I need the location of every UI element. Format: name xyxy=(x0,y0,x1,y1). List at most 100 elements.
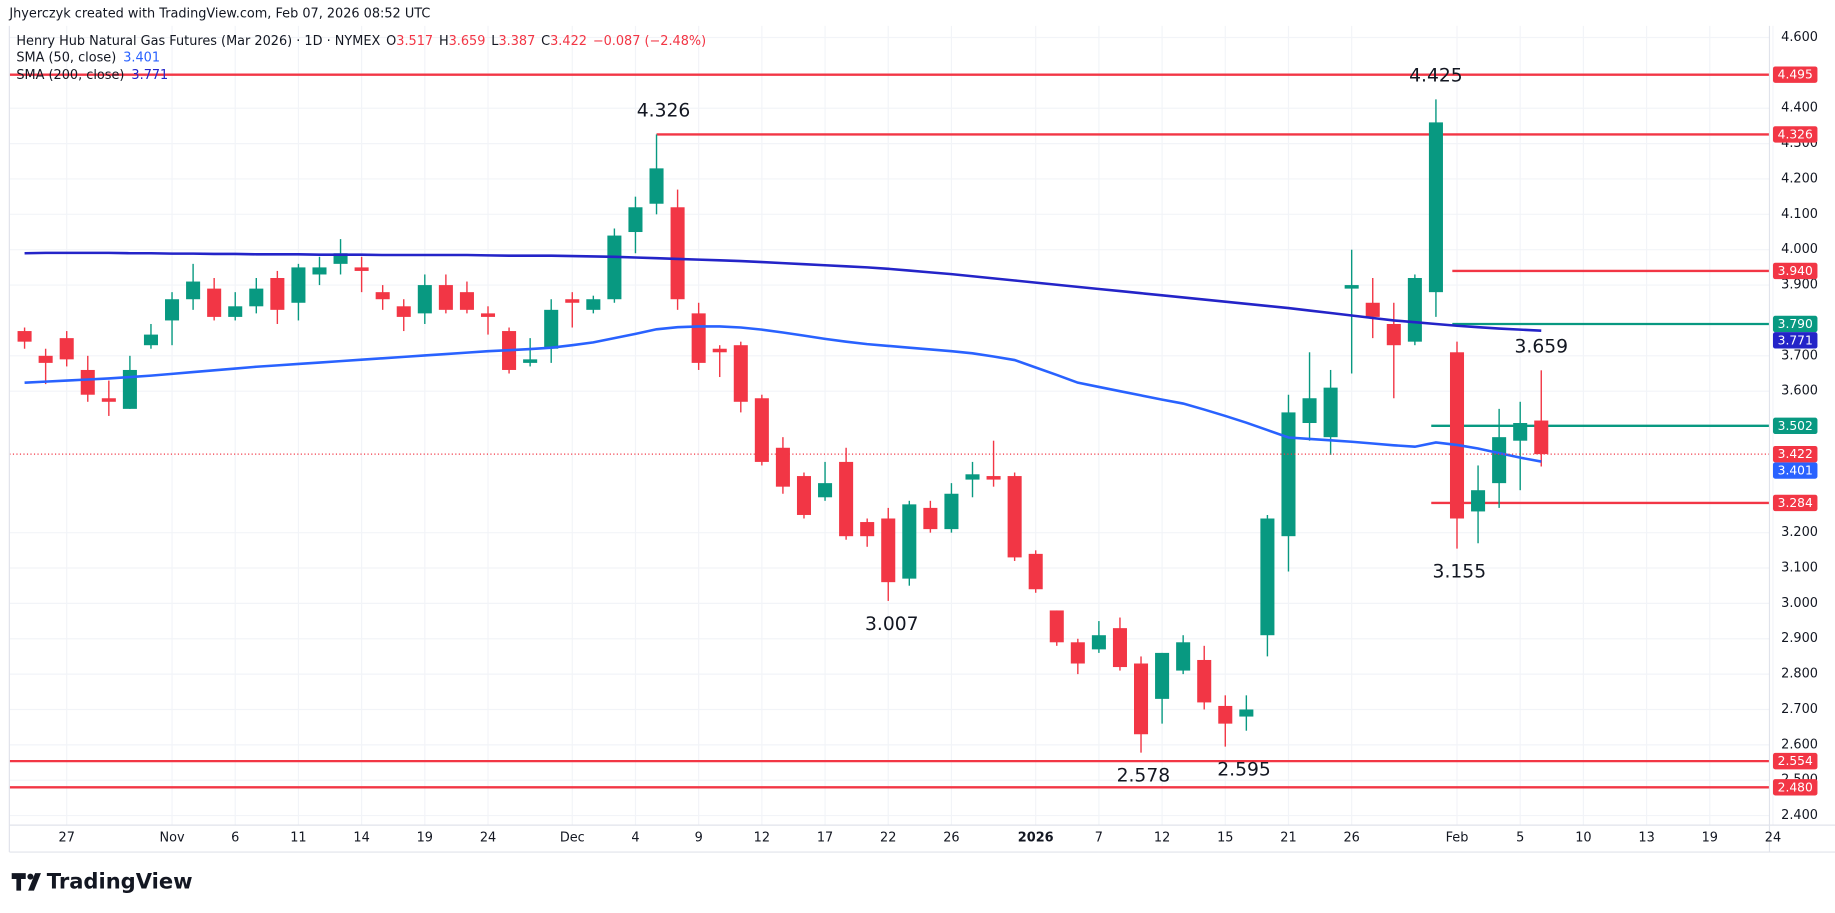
price-box xyxy=(1772,66,1818,83)
candle-body xyxy=(165,299,180,321)
x-tick-label: 22 xyxy=(880,831,896,846)
y-tick-label: 3.600 xyxy=(1781,384,1818,399)
candle-body xyxy=(1176,642,1191,671)
candle-body xyxy=(607,235,622,300)
candle-body xyxy=(649,168,664,204)
candle-body xyxy=(839,461,854,537)
y-tick-label: 2.900 xyxy=(1781,631,1818,646)
x-tick-label: 6 xyxy=(231,831,239,846)
y-tick-label: 3.900 xyxy=(1781,278,1818,293)
ohlc-value: 3.517 xyxy=(396,34,433,49)
x-tick-label: 24 xyxy=(1765,831,1781,846)
price-box-label: 3.771 xyxy=(1778,333,1813,347)
credit: Jhyerczyk created with TradingView.com, … xyxy=(8,7,430,22)
axes: 4.6004.4004.3004.2004.1004.0003.9003.700… xyxy=(8,25,1835,853)
y-tick-label: 3.200 xyxy=(1781,525,1818,540)
candle-body xyxy=(1302,398,1317,424)
candle-body xyxy=(775,447,790,487)
x-tick-label: 4 xyxy=(631,831,639,846)
candle-body xyxy=(733,345,748,402)
price-box xyxy=(1772,462,1818,479)
candle-body xyxy=(1344,285,1359,289)
candle-body xyxy=(1534,420,1549,455)
legend-value: 3.771 xyxy=(131,67,168,82)
candle-body xyxy=(417,285,432,314)
price-box xyxy=(1772,779,1818,796)
candle-body xyxy=(1281,412,1296,537)
ohlc-letter: C xyxy=(541,34,550,49)
x-tick-label: 26 xyxy=(943,831,959,846)
price-box-label: 3.502 xyxy=(1778,419,1813,433)
candle-body xyxy=(1513,423,1528,441)
candle-body xyxy=(186,281,201,300)
candle-body xyxy=(480,313,496,317)
candle-body xyxy=(544,309,559,349)
candle-body xyxy=(1260,518,1275,636)
candle-body xyxy=(1428,122,1443,293)
candle-body xyxy=(881,518,896,583)
x-tick-label: 7 xyxy=(1095,831,1103,846)
x-tick-label: 2026 xyxy=(1018,831,1054,846)
candle-body xyxy=(80,369,95,395)
x-tick-label: 17 xyxy=(817,831,833,846)
logo-icon xyxy=(28,873,41,891)
y-tick-label: 4.200 xyxy=(1781,171,1818,186)
price-box-label: 2.480 xyxy=(1778,780,1813,794)
candle-body xyxy=(459,292,474,310)
ohlc-value: 3.422 xyxy=(550,34,587,49)
price-box-label: 4.326 xyxy=(1778,127,1813,141)
y-tick-label: 3.000 xyxy=(1781,596,1818,611)
candle-body xyxy=(691,313,706,363)
sma-line xyxy=(24,251,1542,332)
candle-body xyxy=(1471,490,1486,512)
price-annotation: 4.326 xyxy=(637,101,691,122)
candle-body xyxy=(965,474,980,480)
x-tick-label: 14 xyxy=(353,831,369,846)
candle-body xyxy=(270,278,285,310)
candle-body xyxy=(396,306,411,317)
price-box-label: 4.495 xyxy=(1778,68,1813,82)
candle-body xyxy=(986,476,1001,480)
candle-body xyxy=(59,338,74,360)
price-box-label: 3.940 xyxy=(1778,264,1813,278)
candle-body xyxy=(1155,652,1170,699)
candle-body xyxy=(754,398,769,462)
candle-body xyxy=(228,306,243,317)
brand-logo: TradingView xyxy=(11,868,193,893)
x-tick-label: 11 xyxy=(290,831,306,846)
y-tick-label: 2.800 xyxy=(1781,667,1818,682)
brand-name: TradingView xyxy=(47,868,193,893)
price-annotation: 3.007 xyxy=(865,614,919,635)
candle-body xyxy=(1323,387,1338,438)
candle-body xyxy=(523,359,538,363)
price-box-label: 3.401 xyxy=(1778,464,1813,478)
ohlc-value: 3.659 xyxy=(449,34,486,49)
candle-body xyxy=(565,299,580,303)
x-tick-label: Nov xyxy=(159,831,184,846)
candle-body xyxy=(586,299,601,310)
price-box-label: 3.790 xyxy=(1778,317,1813,331)
price-annotation: 4.425 xyxy=(1409,65,1463,86)
sma-line xyxy=(24,325,1542,463)
candle-body xyxy=(1386,323,1401,346)
x-tick-label: 24 xyxy=(480,831,496,846)
candle-body xyxy=(101,398,116,402)
price-box-label: 3.422 xyxy=(1778,447,1813,461)
x-tick-label: 12 xyxy=(1154,831,1170,846)
price-box xyxy=(1772,332,1818,349)
x-tick-label: 19 xyxy=(1702,831,1718,846)
candle-body xyxy=(438,285,453,310)
ohlc-letter: L xyxy=(491,34,499,49)
candle-body xyxy=(38,355,53,363)
price-annotation: 3.155 xyxy=(1433,561,1487,582)
y-tick-label: 4.400 xyxy=(1781,101,1818,116)
candle-body xyxy=(1049,610,1064,643)
y-tick-label: 2.600 xyxy=(1781,737,1818,752)
candle-body xyxy=(1028,553,1043,590)
price-box xyxy=(1772,315,1818,333)
ohlc-letter: H xyxy=(439,34,449,49)
price-box xyxy=(1772,262,1818,280)
candle-body xyxy=(1239,709,1254,717)
logo-icon xyxy=(11,873,26,891)
